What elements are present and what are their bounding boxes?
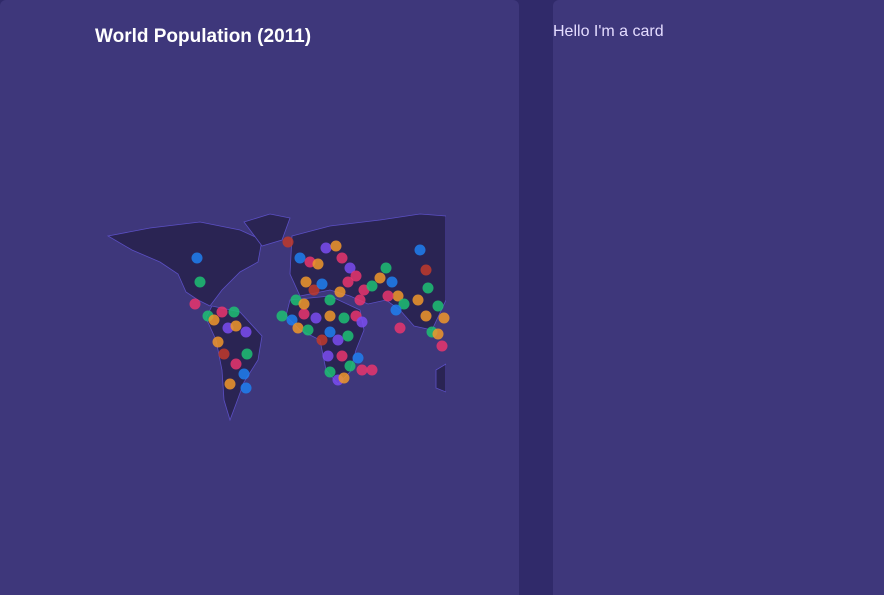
map-dot (300, 276, 312, 288)
map-dot (238, 368, 250, 380)
map-dot (366, 364, 378, 376)
map-dot (216, 306, 228, 318)
map-dot (310, 312, 322, 324)
map-dot (294, 252, 306, 264)
map-dot (352, 352, 364, 364)
map-dot (228, 306, 240, 318)
map-dot (354, 294, 366, 306)
map-dot (422, 282, 434, 294)
map-dot (398, 298, 410, 310)
map-dot (438, 312, 450, 324)
map-dot (350, 270, 362, 282)
map-dot (312, 258, 324, 270)
map-dot (342, 276, 354, 288)
map-dot (332, 334, 344, 346)
map-dot (366, 280, 378, 292)
map-dot (380, 262, 392, 274)
map-dot (316, 278, 328, 290)
map-dot (394, 322, 406, 334)
map-dot (324, 310, 336, 322)
map-dot (374, 272, 386, 284)
map-dot (324, 326, 336, 338)
map-dot (322, 350, 334, 362)
population-dots (189, 236, 450, 394)
map-dot (230, 320, 242, 332)
map-dot (338, 312, 350, 324)
map-dot (282, 236, 294, 248)
map-dot (330, 240, 342, 252)
map-dot (316, 334, 328, 346)
card-text: Hello I'm a card (553, 23, 664, 40)
map-dot (298, 298, 310, 310)
map-dot (230, 358, 242, 370)
map-dot (241, 348, 253, 360)
map-dot (356, 316, 368, 328)
map-dot (336, 350, 348, 362)
map-dot (334, 286, 346, 298)
map-dot (390, 304, 402, 316)
map-dot (298, 308, 310, 320)
map-dot (420, 264, 432, 276)
map-dot (189, 298, 201, 310)
map-dot (240, 326, 252, 338)
map-dot (212, 336, 224, 348)
map-dot (338, 372, 350, 384)
map-dot (382, 290, 394, 302)
info-card: Hello I'm a card (553, 0, 884, 595)
map-dot (336, 252, 348, 264)
map-dot (308, 284, 320, 296)
map-dot (286, 314, 298, 326)
map-dot (386, 276, 398, 288)
map-card: World Population (2011) (0, 0, 519, 595)
map-dot (292, 322, 304, 334)
world-map (106, 213, 450, 422)
map-dot (356, 364, 368, 376)
map-dot (342, 330, 354, 342)
map-dot (320, 242, 332, 254)
map-dot (276, 310, 288, 322)
map-dot (432, 300, 444, 312)
map-dot (420, 310, 432, 322)
map-dot (392, 290, 404, 302)
map-dot (302, 324, 314, 336)
map-dot (224, 378, 236, 390)
map-dot (436, 340, 448, 352)
map-dot (218, 348, 230, 360)
map-dot (344, 360, 356, 372)
map-dot (414, 244, 426, 256)
map-dot (412, 294, 424, 306)
map-dot (324, 366, 336, 378)
map-dot (240, 382, 252, 394)
map-dot (432, 328, 444, 340)
map-dot (194, 276, 206, 288)
card-title: World Population (2011) (95, 26, 312, 47)
map-dot (208, 314, 220, 326)
map-dot (324, 294, 336, 306)
map-dot (191, 252, 203, 264)
map-dot (344, 262, 356, 274)
